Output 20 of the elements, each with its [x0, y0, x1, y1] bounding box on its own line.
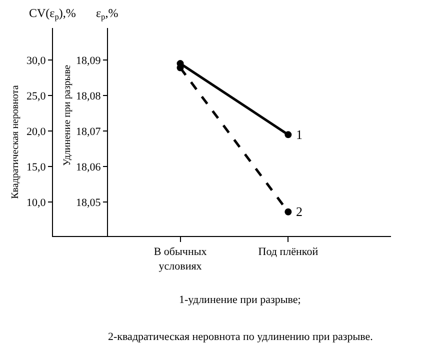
y2-axis-title: Удлинение при разрыве	[62, 64, 74, 166]
y-tick-label: 30,0	[26, 54, 46, 67]
y2-tick-label: 18,06	[76, 162, 102, 174]
text: 1-удлинение при разрыве;	[179, 294, 301, 306]
text: 2-квадратическая неровнота по удлинению при разрыве.	[108, 331, 374, 343]
text: ε$_{p}$,%	[96, 6, 118, 22]
y2-tick-label: 18,09	[76, 54, 102, 67]
y2-tick-label: 18,08	[76, 90, 102, 102]
y-tick-label: 10,0	[26, 196, 46, 209]
x-tick-label: В обычных условиях	[154, 246, 208, 272]
y-tick-label: 15,0	[26, 161, 46, 174]
series-label: 2	[296, 204, 302, 219]
x-tick-label: Под плёнкой	[258, 246, 318, 258]
y2-tick-label: 18,05	[76, 197, 102, 210]
series-label: 1	[296, 127, 302, 142]
y2-tick-label: 18,07	[76, 126, 102, 138]
y-tick-label: 20,0	[26, 126, 46, 138]
y-axis-title: Квадратическая неровнота	[10, 84, 22, 199]
y-tick-label: 25,0	[26, 90, 46, 102]
text: CV(ε$_{p}$),%	[29, 6, 76, 22]
